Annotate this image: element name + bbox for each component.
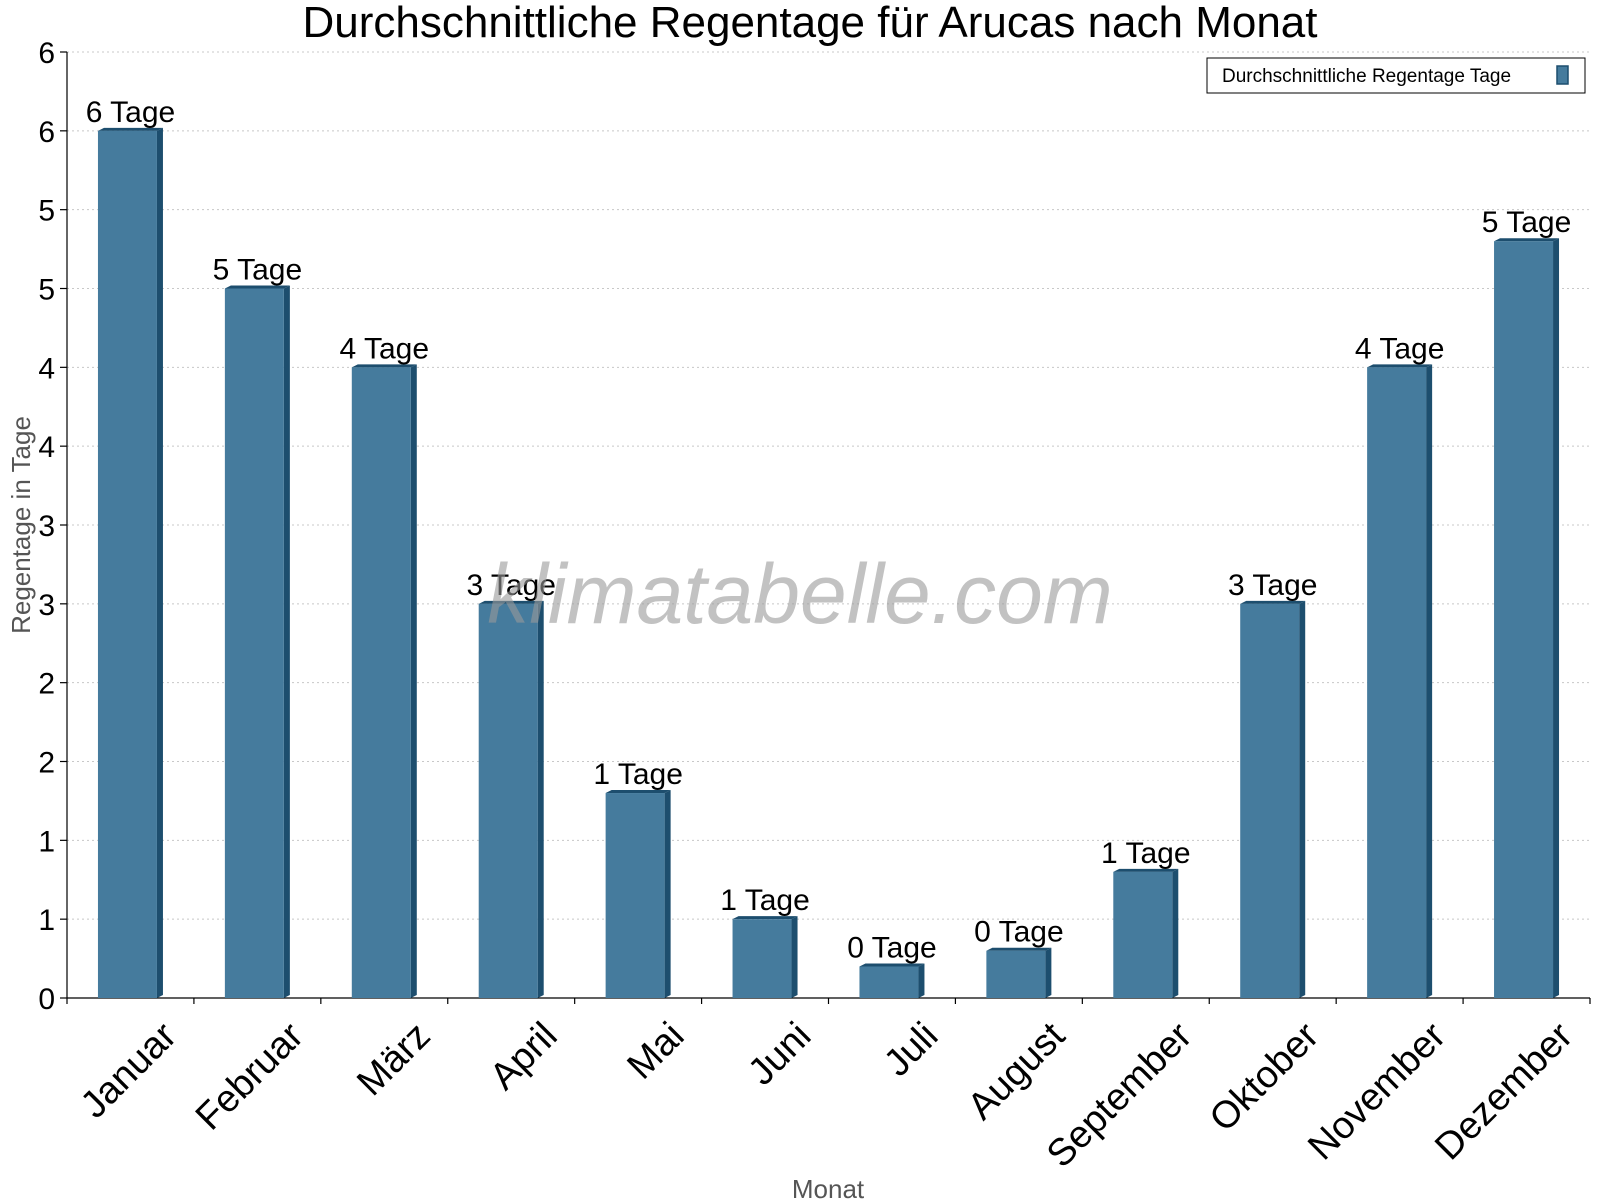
bar-side — [537, 600, 544, 998]
bar-side — [1172, 868, 1179, 998]
bar — [859, 966, 919, 998]
bar-side — [283, 285, 290, 998]
data-label: 5 Tage — [213, 254, 303, 287]
x-tick-label: August — [960, 1014, 1074, 1128]
bar-side — [664, 790, 671, 998]
x-tick-label: Februar — [188, 1014, 312, 1138]
y-tick-label: 4 — [38, 431, 55, 464]
bar-top — [224, 285, 290, 289]
legend-swatch — [1556, 65, 1569, 85]
bar-side — [1045, 947, 1052, 998]
bars — [97, 127, 1560, 999]
y-axis: 0 1 1 2 2 3 3 4 4 5 5 6 6 — [38, 37, 68, 1016]
y-tick-label: 6 — [38, 37, 55, 70]
bar-top — [986, 947, 1052, 951]
x-tick-label: November — [1300, 1014, 1454, 1168]
bar — [97, 130, 157, 999]
x-tick-label: Mai — [619, 1015, 692, 1088]
bar-side — [918, 963, 925, 998]
bar — [1113, 871, 1173, 998]
y-tick-label: 6 — [38, 116, 55, 149]
data-label: 4 Tage — [340, 332, 430, 365]
y-tick-label: 1 — [38, 904, 55, 937]
legend-box — [1206, 57, 1586, 94]
chart-title: Durchschnittliche Regentage für Arucas n… — [302, 0, 1317, 47]
x-axis-label: Monat — [792, 1174, 865, 1200]
y-tick-label: 5 — [38, 274, 55, 307]
x-tick-label: März — [349, 1015, 438, 1104]
data-label: 1 Tage — [593, 758, 683, 791]
bar — [986, 950, 1046, 998]
bar-side — [1299, 600, 1306, 998]
data-label: 4 Tage — [1355, 332, 1445, 365]
y-tick-label: 1 — [38, 825, 55, 858]
y-tick-label: 3 — [38, 589, 55, 622]
bar — [1367, 367, 1427, 998]
bar-top — [351, 364, 417, 368]
x-tick-label: April — [482, 1015, 565, 1098]
data-label: 6 Tage — [86, 96, 176, 129]
bar-side — [1553, 238, 1560, 998]
x-tick-label: Januar — [73, 1014, 185, 1126]
bar — [1494, 241, 1554, 998]
bar-top — [1113, 868, 1179, 872]
x-tick-label: Dezember — [1427, 1014, 1581, 1168]
data-labels: 6 Tage 5 Tage 4 Tage 3 Tage 1 Tage 1 Tage 0 Ta… — [86, 96, 1572, 965]
bar-top — [1240, 600, 1306, 604]
gridlines — [67, 51, 1590, 920]
y-tick-label: 2 — [38, 668, 55, 701]
bar-top — [478, 600, 544, 604]
watermark: klimatabelle.com — [487, 547, 1113, 641]
bar — [224, 288, 284, 998]
data-label: 0 Tage — [847, 931, 937, 964]
bar — [478, 603, 538, 998]
data-label: 1 Tage — [1101, 837, 1191, 870]
data-label: 3 Tage — [466, 569, 556, 602]
bar — [732, 919, 792, 998]
data-label: 3 Tage — [1228, 569, 1318, 602]
bar-side — [156, 127, 163, 999]
bar-top — [732, 916, 798, 920]
bar — [351, 367, 411, 998]
data-label: 5 Tage — [1482, 206, 1572, 239]
y-axis-label: Regentage in Tage — [6, 416, 36, 634]
x-tick-label: Oktober — [1202, 1014, 1328, 1140]
bar-top — [859, 963, 925, 967]
y-tick-label: 4 — [38, 352, 55, 385]
y-tick-label: 2 — [38, 747, 55, 780]
y-tick-label: 3 — [38, 510, 55, 543]
bar-top — [97, 127, 163, 131]
data-label: 1 Tage — [720, 884, 810, 917]
bar — [1240, 603, 1300, 998]
y-tick-label: 5 — [38, 195, 55, 228]
bar — [605, 793, 665, 998]
x-tick-labels: Januar Februar März April Mai Juni Juli AugustS… — [73, 1014, 1581, 1175]
bar-side — [791, 916, 798, 998]
bar-top — [605, 790, 671, 794]
legend-label: Durchschnittliche Regentage Tage — [1222, 66, 1511, 87]
bar-side — [1426, 364, 1433, 998]
x-tick-label: Juli — [876, 1015, 946, 1085]
data-label: 0 Tage — [974, 916, 1064, 949]
bar-top — [1494, 238, 1560, 242]
x-axis — [66, 997, 1591, 1004]
bar-top — [1367, 364, 1433, 368]
bar-side — [410, 364, 417, 998]
legend: Durchschnittliche Regentage Tage — [1206, 57, 1586, 94]
x-tick-label: Juni — [740, 1015, 819, 1094]
y-tick-label: 0 — [38, 983, 55, 1016]
